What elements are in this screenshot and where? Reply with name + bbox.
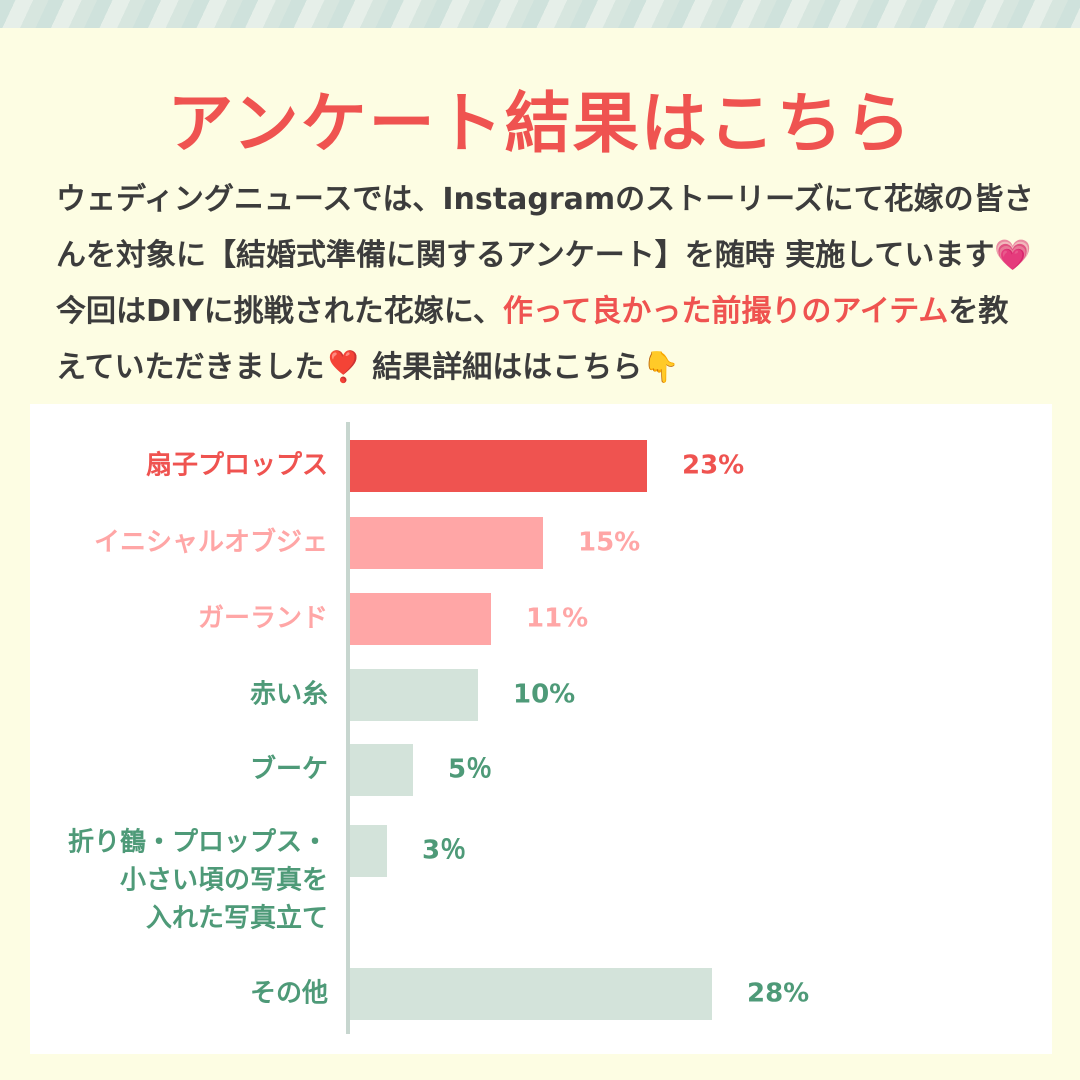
- category-label: 入れた写真立て: [146, 903, 328, 934]
- bar: [348, 669, 478, 721]
- value-label: 28%: [747, 979, 809, 1009]
- category-label: ブーケ: [250, 754, 328, 785]
- bar: [348, 440, 647, 492]
- value-label: 15%: [578, 528, 640, 558]
- category-label: 折り鶴・プロップス・: [68, 827, 328, 858]
- intro-part4: 結果詳細ははこちら: [361, 350, 643, 385]
- page-title: アンケート結果はこちら: [167, 85, 913, 162]
- bar: [348, 517, 543, 569]
- category-label: イニシャルオブジェ: [94, 527, 328, 558]
- bar: [348, 968, 712, 1020]
- bar: [348, 593, 491, 645]
- value-label: 11%: [526, 604, 588, 634]
- intro-text: ウェディングニュースでは、Instagramのストーリーズにて花嫁の皆さんを対象…: [56, 172, 1036, 396]
- bar: [348, 744, 413, 796]
- category-label: 小さい頃の写真を: [120, 866, 328, 896]
- decorative-floral-strip: [0, 0, 1080, 28]
- intro-highlight: 作って良かった前撮りのアイテム: [502, 294, 949, 329]
- bar: [348, 825, 387, 877]
- heart-emoji: 💗: [994, 238, 1032, 273]
- value-label: 23%: [682, 451, 744, 481]
- pointing-down-emoji: 👇: [642, 350, 680, 385]
- category-label: 扇子プロップス: [146, 450, 328, 481]
- category-label: その他: [250, 979, 328, 1009]
- value-label: 5％: [448, 755, 492, 785]
- value-label: 3％: [422, 836, 466, 866]
- category-label: 赤い糸: [250, 680, 328, 710]
- intro-part3: を教えていただきました: [56, 294, 1009, 385]
- chart-panel: 扇子プロップス 23% イニシャルオブジェ 15% ガーランド 11% 赤い糸 10% ブーケ 5…: [30, 404, 1052, 1054]
- intro-part2: 今回はDIYに挑戦された花嫁に、: [56, 294, 503, 329]
- category-label: ガーランド: [198, 604, 328, 634]
- intro-part1: ウェディングニュースでは、Instagramのストーリーズにて花嫁の皆さんを対象…: [56, 182, 1034, 273]
- value-label: 10%: [513, 680, 575, 710]
- exclamation-emoji: ❣️: [324, 350, 362, 385]
- bar-chart: 扇子プロップス 23% イニシャルオブジェ 15% ガーランド 11% 赤い糸 10% ブーケ 5…: [68, 422, 809, 1034]
